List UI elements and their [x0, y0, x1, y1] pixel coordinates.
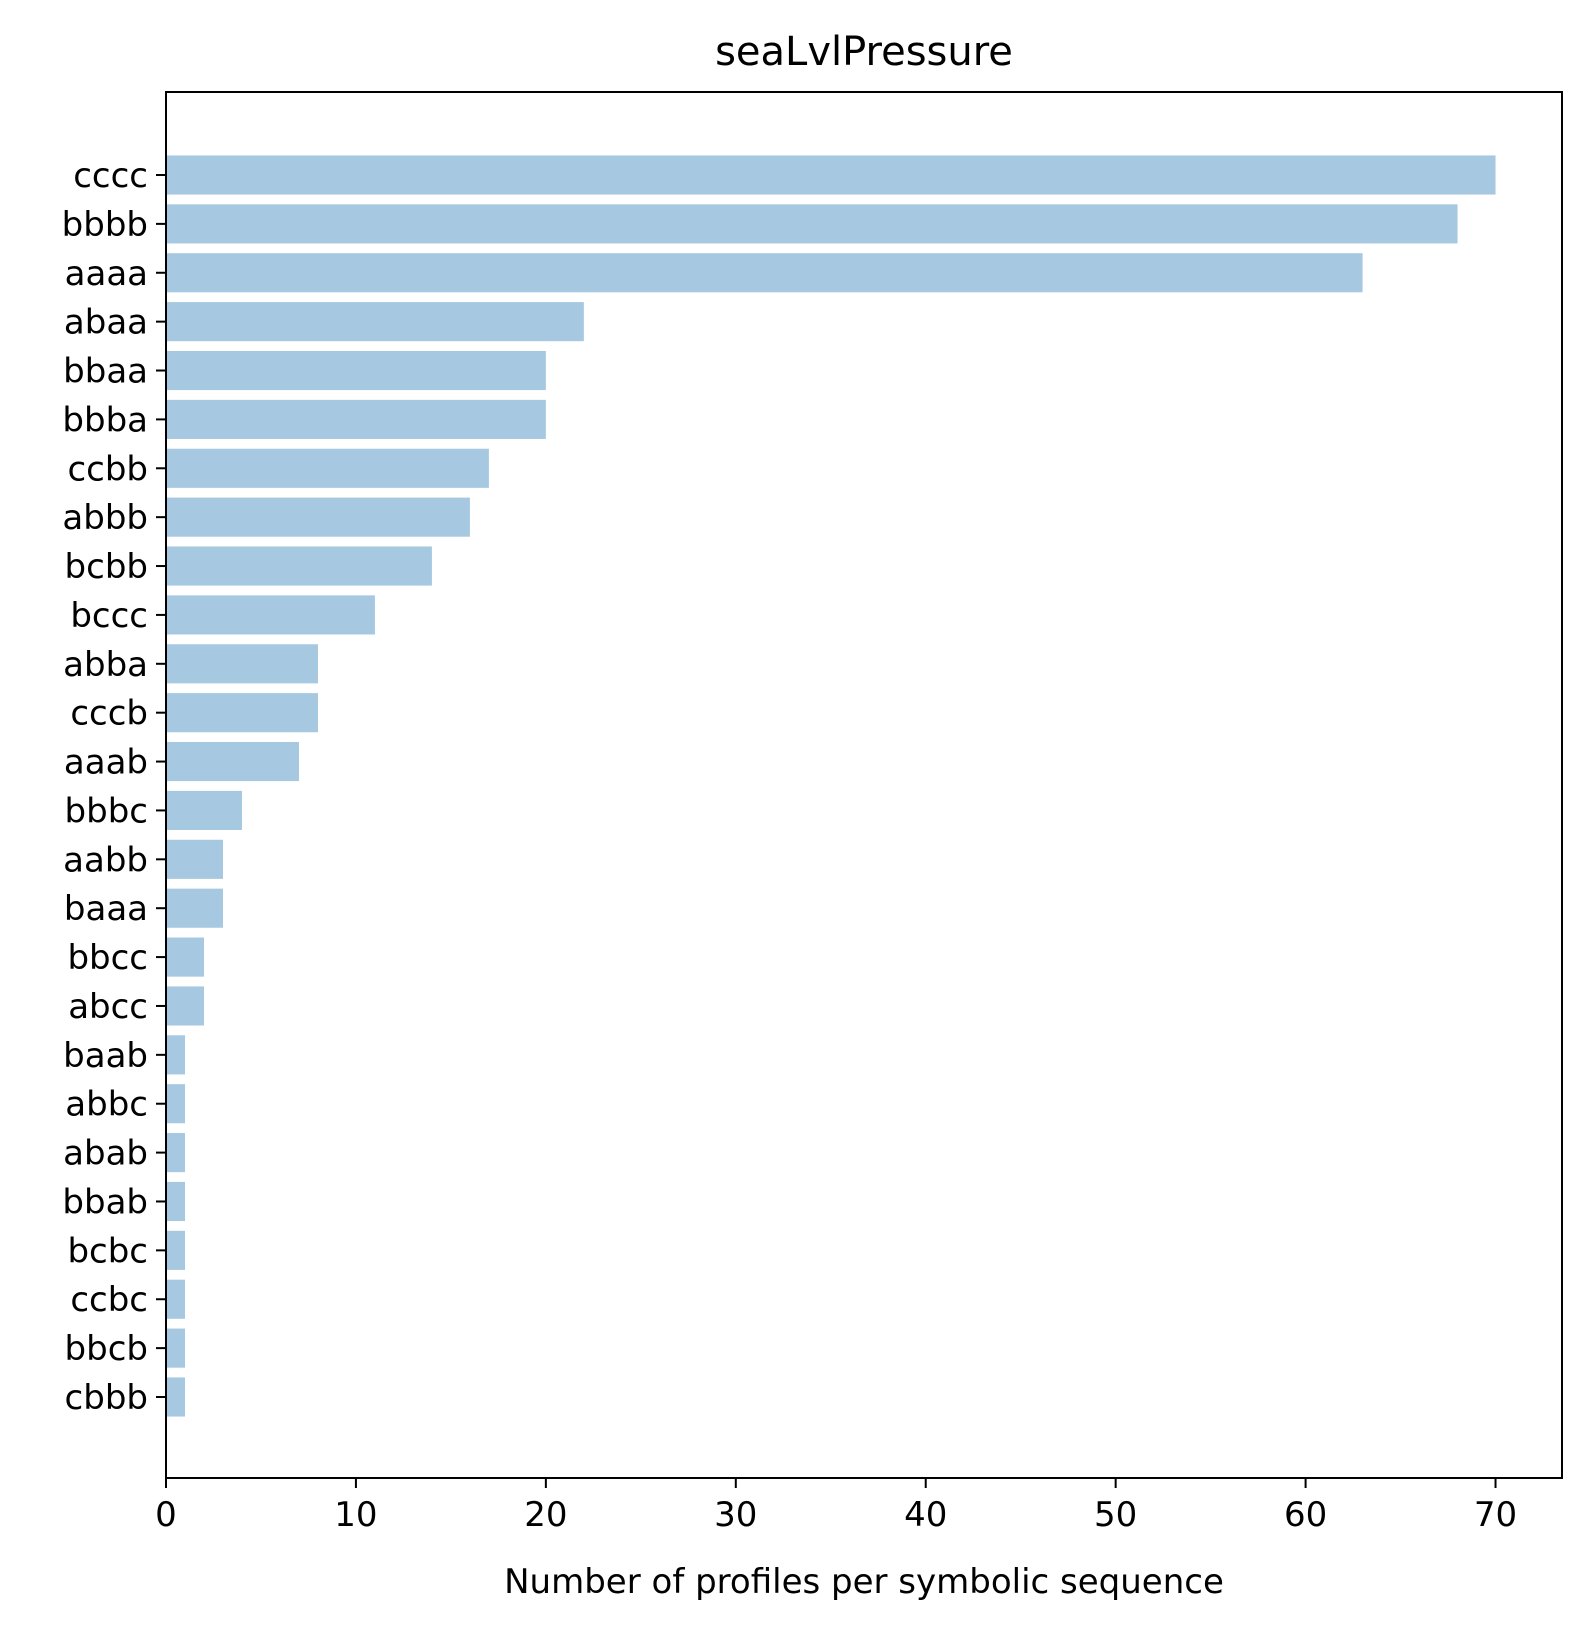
bar-bbcb	[166, 1328, 185, 1368]
bar-abbc	[166, 1084, 185, 1124]
chart-title: seaLvlPressure	[715, 29, 1013, 75]
x-axis-label: Number of profiles per symbolic sequence	[504, 1562, 1224, 1602]
y-tick-label: baaa	[64, 889, 148, 929]
bar-abab	[166, 1133, 185, 1173]
y-tick-label: bbbb	[62, 205, 148, 245]
bar-aaaa	[166, 253, 1363, 293]
x-tick-label: 70	[1474, 1495, 1517, 1535]
y-tick-label: bbab	[62, 1182, 148, 1222]
y-tick-label: bbcb	[65, 1329, 148, 1369]
y-tick-label: bcbb	[65, 547, 148, 587]
y-tick-label: abbc	[65, 1085, 148, 1125]
y-tick-label: abaa	[64, 303, 148, 343]
x-tick-label: 60	[1284, 1495, 1327, 1535]
bar-bbab	[166, 1181, 185, 1222]
y-tick-label: bcbc	[67, 1231, 148, 1271]
bar-aabb	[166, 839, 223, 879]
y-tick-label: cccc	[73, 156, 148, 196]
y-tick-label: abcc	[68, 987, 148, 1027]
plot-frame	[165, 91, 1563, 1479]
y-tick-label: bbcc	[67, 938, 148, 978]
bar-bbaa	[166, 350, 546, 391]
x-tick-label: 40	[904, 1495, 947, 1535]
bar-bbcc	[166, 937, 204, 977]
y-tick-label: aaab	[64, 743, 148, 783]
x-tick-label: 10	[334, 1495, 377, 1535]
bar-abba	[166, 644, 318, 684]
y-tick-label: baab	[63, 1036, 148, 1076]
y-tick-label: bccc	[70, 596, 148, 636]
y-tick-label: cccb	[70, 694, 148, 734]
y-axis-ticks: cccc bbbb aaaa abaa bbaa bbba ccbb abbb bcbb bccc…	[62, 156, 166, 1418]
y-tick-label: aaaa	[65, 254, 148, 294]
x-axis-ticks: 0 10 20 30 40 50 60 70	[155, 1478, 1517, 1535]
bars-group	[166, 155, 1496, 1417]
x-tick-label: 50	[1094, 1495, 1137, 1535]
y-tick-label: ccbc	[70, 1280, 148, 1320]
bar-bbbc	[166, 790, 242, 830]
x-tick-label: 20	[524, 1495, 567, 1535]
x-tick-label: 0	[155, 1495, 177, 1535]
bar-bccc	[166, 595, 375, 635]
bar-ccbb	[166, 448, 489, 488]
y-tick-label: ccbb	[67, 449, 148, 489]
y-tick-label: aabb	[63, 840, 148, 880]
y-tick-label: bbbc	[65, 791, 148, 831]
y-tick-label: abab	[63, 1134, 148, 1174]
x-tick-label: 30	[714, 1495, 757, 1535]
bar-baaa	[166, 888, 223, 928]
y-tick-label: abba	[63, 645, 148, 685]
bar-bbba	[166, 399, 546, 439]
y-tick-label: cbbb	[65, 1378, 148, 1418]
bar-bbbb	[166, 204, 1458, 244]
bar-abcc	[166, 986, 204, 1026]
bar-aaab	[166, 742, 299, 782]
bar-cbbb	[166, 1377, 185, 1417]
bar-abaa	[166, 302, 584, 342]
y-tick-label: bbaa	[63, 352, 148, 392]
y-tick-label: bbba	[62, 400, 148, 440]
bar-ccbc	[166, 1279, 185, 1319]
bar-abbb	[166, 497, 470, 537]
bar-baab	[166, 1035, 185, 1075]
bar-bcbc	[166, 1230, 185, 1270]
bar-cccc	[166, 155, 1496, 195]
y-tick-label: abbb	[62, 498, 148, 538]
bar-bcbb	[166, 546, 432, 586]
bar-cccb	[166, 693, 318, 733]
